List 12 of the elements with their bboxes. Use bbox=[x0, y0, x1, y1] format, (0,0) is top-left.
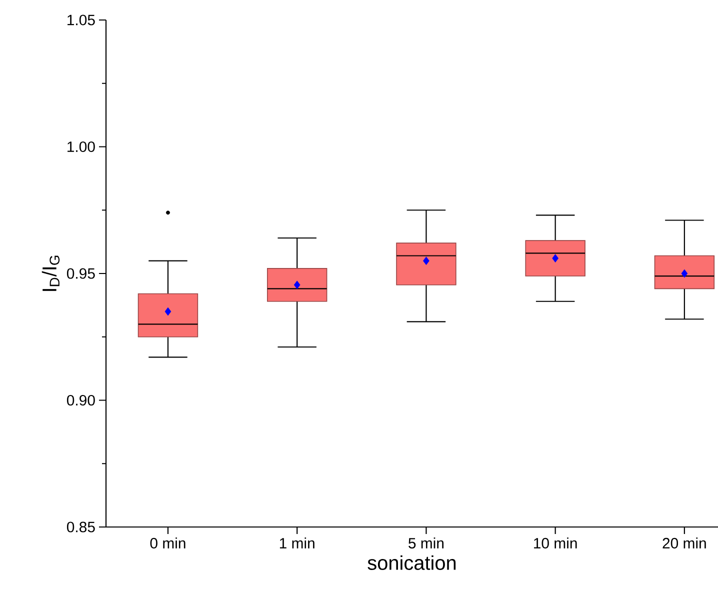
y-tick-label: 1.00 bbox=[68, 141, 95, 152]
x-tick-label: 5 min bbox=[408, 538, 444, 548]
y-tick-label: 0.90 bbox=[66, 394, 95, 406]
x-tick-label: 1 min bbox=[280, 538, 314, 548]
x-tick-label: 20 min bbox=[662, 538, 706, 548]
x-tick-label: 10 min bbox=[534, 538, 577, 548]
x-tick-label: 0 min bbox=[150, 538, 186, 548]
y-tick-label: 1.05 bbox=[68, 14, 95, 26]
y-tick-label: 0.85 bbox=[66, 522, 95, 532]
y-axis-title: I$_{D}$/I$_{G}$ bbox=[42, 256, 60, 291]
y-tick-label: 0.95 bbox=[66, 268, 95, 279]
x-axis-title: sonication bbox=[368, 555, 456, 570]
